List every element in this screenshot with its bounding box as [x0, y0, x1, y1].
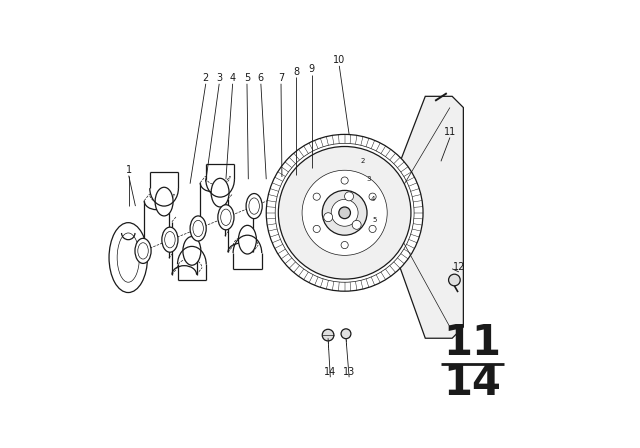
Ellipse shape	[310, 190, 317, 208]
Ellipse shape	[246, 194, 262, 219]
Text: 2: 2	[360, 158, 365, 164]
Ellipse shape	[307, 184, 321, 215]
Text: 1: 1	[125, 165, 132, 175]
Ellipse shape	[274, 182, 290, 207]
Circle shape	[332, 199, 358, 226]
Ellipse shape	[239, 225, 257, 254]
Ellipse shape	[190, 216, 206, 241]
Text: 13: 13	[343, 367, 355, 377]
FancyBboxPatch shape	[100, 108, 338, 363]
Ellipse shape	[319, 191, 325, 207]
Text: 3: 3	[366, 176, 371, 182]
Ellipse shape	[292, 181, 308, 217]
Ellipse shape	[162, 227, 178, 252]
Circle shape	[369, 225, 376, 233]
Text: 7: 7	[278, 73, 284, 83]
Circle shape	[449, 274, 460, 286]
Text: 3: 3	[216, 73, 222, 83]
Ellipse shape	[218, 205, 234, 230]
Text: 10: 10	[333, 56, 346, 65]
Circle shape	[375, 202, 397, 224]
Text: 8: 8	[293, 67, 300, 77]
Text: 4: 4	[371, 196, 375, 202]
Ellipse shape	[183, 237, 201, 265]
Ellipse shape	[135, 238, 151, 263]
Circle shape	[352, 220, 361, 229]
Circle shape	[341, 329, 351, 339]
Text: 11: 11	[444, 322, 501, 364]
Circle shape	[266, 134, 423, 291]
Circle shape	[324, 213, 333, 222]
Circle shape	[302, 170, 387, 255]
Text: 5: 5	[244, 73, 250, 83]
Circle shape	[341, 241, 348, 249]
Circle shape	[313, 193, 320, 200]
Text: 5: 5	[372, 216, 377, 223]
Circle shape	[278, 146, 411, 279]
Polygon shape	[380, 96, 463, 338]
Text: 9: 9	[309, 65, 315, 74]
Text: 12: 12	[452, 262, 465, 271]
Ellipse shape	[211, 178, 229, 207]
Text: 11: 11	[444, 127, 456, 137]
Circle shape	[341, 177, 348, 184]
Text: 14: 14	[444, 362, 501, 404]
Circle shape	[369, 193, 376, 200]
Text: 4: 4	[230, 73, 236, 83]
Text: 14: 14	[324, 367, 337, 377]
Text: 2: 2	[203, 73, 209, 83]
Circle shape	[339, 207, 351, 219]
Text: 6: 6	[258, 73, 264, 83]
Circle shape	[323, 329, 334, 341]
Ellipse shape	[109, 223, 147, 293]
Circle shape	[323, 190, 367, 235]
Circle shape	[313, 225, 320, 233]
Circle shape	[344, 192, 353, 201]
Ellipse shape	[155, 187, 173, 216]
